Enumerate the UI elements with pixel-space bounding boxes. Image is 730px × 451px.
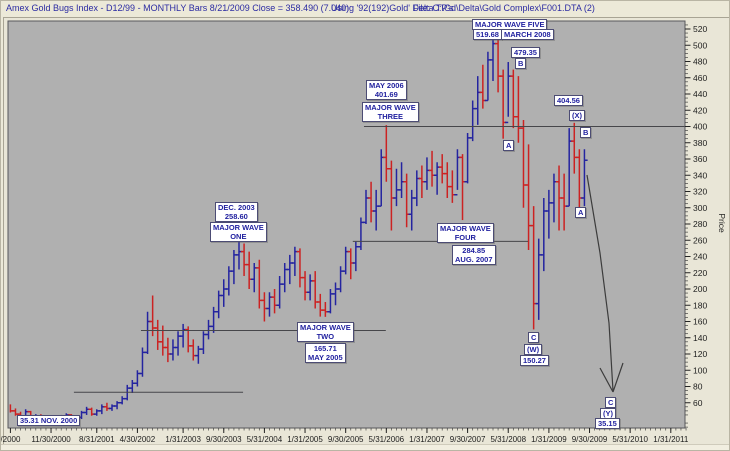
svg-text:420: 420 [693, 105, 707, 115]
svg-text:240: 240 [693, 252, 707, 262]
svg-text:400: 400 [693, 122, 707, 132]
svg-text:5/31/2008: 5/31/2008 [490, 435, 526, 444]
svg-text:120: 120 [693, 349, 707, 359]
svg-text:9/30/2005: 9/30/2005 [328, 435, 364, 444]
svg-text:160: 160 [693, 317, 707, 327]
delta-tp-info: Using '92(192)Gold' Delta TP's [331, 3, 454, 13]
svg-text:260: 260 [693, 235, 707, 245]
svg-text:4/30/2002: 4/30/2002 [120, 435, 156, 444]
svg-text:80: 80 [693, 382, 703, 392]
svg-text:360: 360 [693, 154, 707, 164]
price-axis-title: Price [717, 213, 727, 233]
svg-text:220: 220 [693, 268, 707, 278]
svg-text:500: 500 [693, 40, 707, 50]
svg-text:180: 180 [693, 300, 707, 310]
svg-text:60: 60 [693, 398, 703, 408]
svg-text:/2000: /2000 [1, 435, 21, 444]
svg-text:280: 280 [693, 219, 707, 229]
date-axis: /2000 11/30/2000 8/31/2001 4/30/2002 1/31/20… [1, 428, 689, 444]
svg-text:380: 380 [693, 138, 707, 148]
svg-text:100: 100 [693, 365, 707, 375]
svg-text:9/30/2007: 9/30/2007 [450, 435, 486, 444]
plot-area[interactable] [8, 21, 685, 428]
window-footer [1, 444, 729, 450]
svg-text:5/31/2006: 5/31/2006 [369, 435, 405, 444]
svg-text:1/31/2005: 1/31/2005 [287, 435, 323, 444]
svg-text:1/31/2007: 1/31/2007 [409, 435, 445, 444]
svg-text:440: 440 [693, 89, 707, 99]
svg-text:5/31/2010: 5/31/2010 [612, 435, 648, 444]
svg-text:520: 520 [693, 24, 707, 34]
svg-text:340: 340 [693, 170, 707, 180]
svg-text:460: 460 [693, 73, 707, 83]
svg-text:480: 480 [693, 57, 707, 67]
svg-text:1/31/2009: 1/31/2009 [531, 435, 567, 444]
price-axis: 60 80 100 120 140 160 180 200 220 240 260 280 300 320… [685, 24, 727, 428]
file-path: File: C:\Gd\Delta\Gold Complex\F001.DTA … [413, 3, 595, 13]
svg-text:320: 320 [693, 187, 707, 197]
svg-text:1/31/2011: 1/31/2011 [653, 435, 689, 444]
svg-text:200: 200 [693, 284, 707, 294]
svg-text:8/31/2001: 8/31/2001 [79, 435, 115, 444]
svg-text:11/30/2000: 11/30/2000 [31, 435, 71, 444]
svg-text:9/30/2003: 9/30/2003 [206, 435, 242, 444]
svg-text:300: 300 [693, 203, 707, 213]
svg-text:5/31/2004: 5/31/2004 [247, 435, 283, 444]
svg-text:9/30/2009: 9/30/2009 [572, 435, 608, 444]
svg-text:1/31/2003: 1/31/2003 [165, 435, 201, 444]
svg-text:140: 140 [693, 333, 707, 343]
chart-title: Amex Gold Bugs Index - D12/99 - MONTHLY … [6, 3, 350, 13]
projection-arrow [586, 174, 624, 393]
